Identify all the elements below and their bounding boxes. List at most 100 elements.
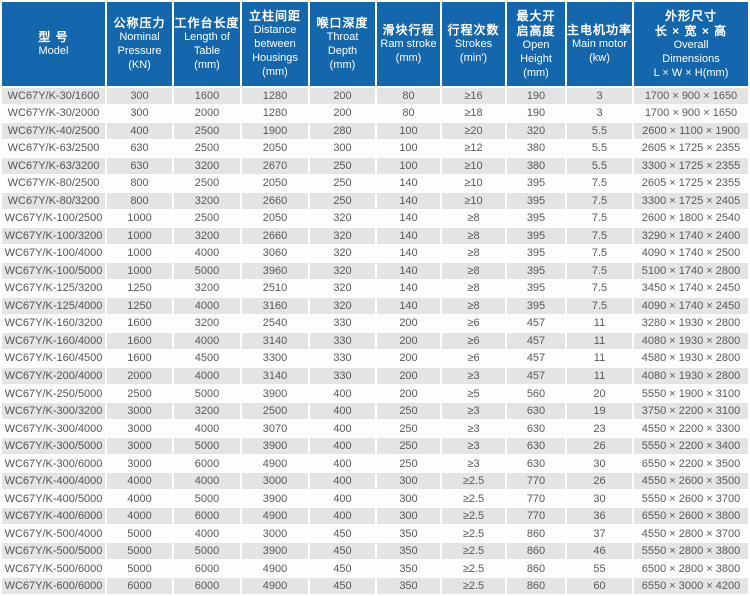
- value-cell-strokes: ≥10: [442, 175, 505, 192]
- value-cell-table-length: 3200: [174, 158, 240, 174]
- value-cell-housings: 4900: [242, 560, 308, 577]
- value-cell-ram-stroke: 350: [377, 543, 440, 559]
- model-cell: WC67Y/K-300/4000: [2, 420, 105, 437]
- value-cell-housings: 3060: [242, 245, 308, 262]
- value-cell-ram-stroke: 140: [377, 263, 440, 279]
- model-cell: WC67Y/K-63/3200: [2, 158, 105, 174]
- value-cell-housings: 4900: [242, 508, 308, 524]
- value-cell-table-length: 3200: [174, 228, 240, 244]
- value-cell-housings: 1280: [242, 105, 308, 122]
- column-header-main-motor: 主电机功率 Main motor (kw): [567, 2, 632, 86]
- value-cell-table-length: 3200: [174, 315, 240, 332]
- value-cell-open-height: 860: [507, 560, 565, 577]
- value-cell-ram-stroke: 140: [377, 298, 440, 314]
- table-row: WC67Y/K-250/5000 2500 5000 3900 400 200 ≥5 560 2…: [2, 385, 748, 402]
- value-cell-throat: 320: [310, 210, 375, 227]
- value-cell-throat: 330: [310, 333, 375, 349]
- value-cell-main-motor: 5.5: [567, 140, 632, 157]
- value-cell-housings: 3070: [242, 420, 308, 437]
- value-cell-dimensions: 5100 × 1740 × 2800: [634, 263, 748, 279]
- value-cell-housings: 2050: [242, 210, 308, 227]
- value-cell-table-length: 4000: [174, 245, 240, 262]
- value-cell-housings: 4900: [242, 578, 308, 594]
- value-cell-dimensions: 3300 × 1725 × 2355: [634, 158, 748, 174]
- value-cell-housings: 2660: [242, 228, 308, 244]
- table-row: WC67Y/K-80/3200 800 3200 2660 250 140 ≥10 395 7.…: [2, 193, 748, 209]
- value-cell-strokes: ≥2.5: [442, 490, 505, 507]
- value-cell-dimensions: 6550 × 2200 × 3500: [634, 455, 748, 472]
- value-cell-throat: 400: [310, 403, 375, 419]
- model-cell: WC67Y/K-500/5000: [2, 543, 105, 559]
- value-cell-pressure: 1000: [107, 228, 172, 244]
- value-cell-ram-stroke: 140: [377, 280, 440, 297]
- table-row: WC67Y/K-100/3200 1000 3200 2660 320 140 ≥8 395 7…: [2, 228, 748, 244]
- model-cell: WC67Y/K-80/3200: [2, 193, 105, 209]
- column-header-strokes: 行程次数 Strokes (min'): [442, 2, 505, 86]
- table-row: WC67Y/K-600/6000 6000 6000 4900 450 350 ≥2.5 86…: [2, 578, 748, 594]
- value-cell-open-height: 860: [507, 525, 565, 542]
- value-cell-table-length: 4500: [174, 350, 240, 367]
- value-cell-open-height: 395: [507, 210, 565, 227]
- model-cell: WC67Y/K-300/3200: [2, 403, 105, 419]
- value-cell-table-length: 5000: [174, 385, 240, 402]
- value-cell-dimensions: 5550 × 2600 × 3700: [634, 490, 748, 507]
- value-cell-main-motor: 5.5: [567, 123, 632, 139]
- value-cell-pressure: 4000: [107, 508, 172, 524]
- value-cell-dimensions: 4080 × 1930 × 2800: [634, 368, 748, 384]
- value-cell-dimensions: 6550 × 3000 × 4200: [634, 578, 748, 594]
- table-row: WC67Y/K-400/6000 4000 6000 4900 400 300 ≥2.5 77…: [2, 508, 748, 524]
- value-cell-dimensions: 5550 × 1900 × 3100: [634, 385, 748, 402]
- value-cell-open-height: 320: [507, 123, 565, 139]
- value-cell-open-height: 190: [507, 88, 565, 104]
- table-row: WC67Y/K-160/3200 1600 3200 2540 330 200 ≥6 457 1…: [2, 315, 748, 332]
- value-cell-ram-stroke: 140: [377, 245, 440, 262]
- table-row: WC67Y/K-500/5000 5000 5000 3900 450 350 ≥2.5 86…: [2, 543, 748, 559]
- value-cell-strokes: ≥3: [442, 455, 505, 472]
- value-cell-throat: 330: [310, 315, 375, 332]
- value-cell-dimensions: 3450 × 1740 × 2450: [634, 280, 748, 297]
- value-cell-ram-stroke: 80: [377, 105, 440, 122]
- value-cell-strokes: ≥3: [442, 438, 505, 454]
- value-cell-open-height: 770: [507, 490, 565, 507]
- value-cell-throat: 450: [310, 560, 375, 577]
- value-cell-ram-stroke: 250: [377, 438, 440, 454]
- value-cell-strokes: ≥8: [442, 298, 505, 314]
- value-cell-strokes: ≥10: [442, 158, 505, 174]
- value-cell-housings: 3900: [242, 543, 308, 559]
- value-cell-housings: 3900: [242, 490, 308, 507]
- value-cell-open-height: 457: [507, 333, 565, 349]
- value-cell-dimensions: 3300 × 1725 × 2405: [634, 193, 748, 209]
- table-row: WC67Y/K-30/1600 300 1600 1280 200 80 ≥16 190 3 17…: [2, 88, 748, 104]
- value-cell-pressure: 5000: [107, 543, 172, 559]
- value-cell-strokes: ≥2.5: [442, 473, 505, 489]
- value-cell-open-height: 395: [507, 228, 565, 244]
- value-cell-dimensions: 4550 × 2800 × 3700: [634, 525, 748, 542]
- value-cell-strokes: ≥8: [442, 263, 505, 279]
- value-cell-pressure: 3000: [107, 438, 172, 454]
- value-cell-strokes: ≥12: [442, 140, 505, 157]
- value-cell-ram-stroke: 140: [377, 175, 440, 192]
- value-cell-pressure: 1600: [107, 333, 172, 349]
- value-cell-housings: 2540: [242, 315, 308, 332]
- column-header-text: 外形尺寸长 × 宽 × 高 Overall Dimensions L × W × H(…: [653, 8, 729, 79]
- value-cell-main-motor: 7.5: [567, 298, 632, 314]
- table-row: WC67Y/K-100/4000 1000 4000 3060 320 140 ≥8 395 7…: [2, 245, 748, 262]
- value-cell-main-motor: 37: [567, 525, 632, 542]
- value-cell-main-motor: 30: [567, 490, 632, 507]
- table-row: WC67Y/K-160/4500 1600 4500 3300 330 200 ≥6 457 1…: [2, 350, 748, 367]
- value-cell-housings: 3160: [242, 298, 308, 314]
- value-cell-ram-stroke: 350: [377, 560, 440, 577]
- value-cell-dimensions: 4080 × 1930 × 2800: [634, 333, 748, 349]
- column-header-text: 工作台长度 Length of Table (mm): [174, 16, 240, 71]
- value-cell-ram-stroke: 100: [377, 123, 440, 139]
- value-cell-open-height: 457: [507, 368, 565, 384]
- table-row: WC67Y/K-500/4000 5000 4000 3000 450 350 ≥2.5 86…: [2, 525, 748, 542]
- model-cell: WC67Y/K-300/5000: [2, 438, 105, 454]
- table-row: WC67Y/K-200/4000 2000 4000 3140 330 200 ≥3 457 1…: [2, 368, 748, 384]
- value-cell-table-length: 3200: [174, 280, 240, 297]
- value-cell-dimensions: 6500 × 2800 × 3800: [634, 560, 748, 577]
- value-cell-table-length: 5000: [174, 490, 240, 507]
- model-cell: WC67Y/K-500/4000: [2, 525, 105, 542]
- value-cell-main-motor: 55: [567, 560, 632, 577]
